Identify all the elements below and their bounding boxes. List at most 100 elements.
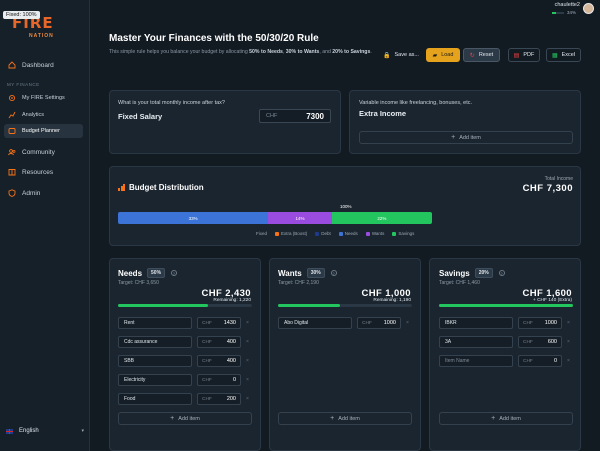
excel-button[interactable]: ▦ Excel xyxy=(546,48,581,62)
legend-label: Debt xyxy=(321,231,331,236)
savings-item-name-input[interactable]: 3A xyxy=(439,336,513,348)
savings-title: Savings xyxy=(439,268,470,278)
wants-remaining: Remaining: 1,190 xyxy=(373,298,411,303)
needs-progress-fill xyxy=(118,304,208,307)
savings-pct-badge: 20% xyxy=(474,268,493,278)
sidebar-item-dashboard[interactable]: Dashboard xyxy=(4,58,83,72)
sidebar-item-budget-planner[interactable]: Budget Planner xyxy=(4,124,83,138)
wants-item-amount-input[interactable]: CHF 1000 xyxy=(357,317,401,329)
excel-label: Excel xyxy=(561,52,576,58)
load-button[interactable]: ▰ Load xyxy=(426,48,460,62)
savings-item-name-input[interactable]: Item Name xyxy=(439,355,513,367)
currency-label: CHF xyxy=(523,339,533,345)
analytics-icon xyxy=(8,111,16,119)
sidebar-item-fire-settings[interactable]: My FIRE Settings xyxy=(4,91,83,105)
legend-label: Fixed xyxy=(256,231,268,236)
pdf-label: PDF xyxy=(523,52,535,58)
needs-item-name-input[interactable]: Cdc assurance xyxy=(118,336,192,348)
amount-value: 200 xyxy=(226,396,236,402)
sidebar-item-community[interactable]: Community xyxy=(4,145,83,159)
distribution-total-pct: 100% xyxy=(340,204,352,209)
user-menu[interactable]: chaulette2 34% xyxy=(534,2,594,18)
distribution-bar: 33% 14% 22% xyxy=(118,212,432,224)
legend-swatch xyxy=(365,231,370,236)
delete-icon[interactable]: × xyxy=(246,339,249,345)
add-extra-income-button[interactable]: + Add item xyxy=(359,131,573,144)
needs-item-name-input[interactable]: SBB xyxy=(118,355,192,367)
plus-icon: + xyxy=(451,134,456,141)
needs-item-name-input[interactable]: Electricity xyxy=(118,374,192,386)
needs-card xyxy=(109,258,261,451)
needs-item-amount-input[interactable]: CHF 200 xyxy=(197,393,241,405)
desc-sep: , xyxy=(282,49,286,55)
pdf-button[interactable]: ▤ PDF xyxy=(508,48,540,62)
sidebar-item-admin[interactable]: Admin xyxy=(4,186,83,200)
reset-button[interactable]: ↻ Reset xyxy=(463,48,500,62)
load-button-wrap: ▰ Load xyxy=(426,48,460,62)
pdf-button-wrap: ▤ PDF xyxy=(508,48,540,62)
needs-item-amount-input[interactable]: CHF 400 xyxy=(197,355,241,367)
info-icon[interactable]: ? xyxy=(171,270,178,276)
info-icon[interactable]: ? xyxy=(498,270,505,276)
savings-item-amount-input[interactable]: CHF 600 xyxy=(518,336,562,348)
savings-card xyxy=(429,258,581,451)
savings-item-amount-input[interactable]: CHF 0 xyxy=(518,355,562,367)
delete-icon[interactable]: × xyxy=(246,396,249,402)
needs-item-amount-input[interactable]: CHF 400 xyxy=(197,336,241,348)
wants-progress xyxy=(278,304,412,307)
savings-progress-fill xyxy=(439,304,573,307)
load-label: Load xyxy=(441,52,454,58)
avatar[interactable] xyxy=(583,3,594,14)
sidebar: Fixed: 100% FIRE NATION Dashboard MY FIN… xyxy=(0,0,90,451)
delete-icon[interactable]: × xyxy=(567,320,570,326)
book-icon xyxy=(8,168,16,176)
sidebar-item-resources[interactable]: Resources xyxy=(4,165,83,179)
sidebar-item-label: My FIRE Settings xyxy=(22,95,65,101)
info-icon[interactable]: ? xyxy=(330,270,337,276)
currency-label: CHF xyxy=(202,320,212,326)
legend-swatch xyxy=(275,231,280,236)
needs-item-name-input[interactable]: Rent xyxy=(118,317,192,329)
reset-button-wrap: ↻ Reset xyxy=(463,48,500,62)
wants-card xyxy=(269,258,421,451)
fixed-salary-input[interactable]: CHF 7300 xyxy=(259,109,331,123)
fixed-salary-value: 7300 xyxy=(306,111,324,121)
wants-add-item-button[interactable]: + Add item xyxy=(278,412,412,425)
user-progress-bar xyxy=(552,12,564,14)
wants-title: Wants xyxy=(278,268,302,278)
add-item-label: Add item xyxy=(459,134,481,141)
sidebar-item-analytics[interactable]: Analytics xyxy=(4,108,83,122)
save-as-button[interactable]: 🔒 Save as... xyxy=(381,48,421,62)
savings-item-name-input[interactable]: IBKR xyxy=(439,317,513,329)
needs-title: Needs xyxy=(118,268,143,278)
folder-icon: ▰ xyxy=(432,52,438,59)
language-selector[interactable]: English ▾ xyxy=(6,425,84,437)
delete-icon[interactable]: × xyxy=(567,339,570,345)
legend-item: Savings xyxy=(392,231,414,236)
delete-icon[interactable]: × xyxy=(567,358,570,364)
savings-item-amount-input[interactable]: CHF 1000 xyxy=(518,317,562,329)
needs-item-amount-input[interactable]: CHF 1430 xyxy=(197,317,241,329)
delete-icon[interactable]: × xyxy=(246,320,249,326)
needs-add-item-button[interactable]: + Add item xyxy=(118,412,252,425)
savings-add-item-button[interactable]: + Add item xyxy=(439,412,573,425)
lock-icon: 🔒 xyxy=(383,52,391,59)
currency-label: CHF xyxy=(523,320,533,326)
needs-item-name-input[interactable]: Food xyxy=(118,393,192,405)
wants-item-name-input[interactable]: Abo Digital xyxy=(278,317,352,329)
distribution-segment: 22% xyxy=(331,212,432,224)
delete-icon[interactable]: × xyxy=(246,358,249,364)
currency-label: CHF xyxy=(266,113,278,119)
delete-icon[interactable]: × xyxy=(246,377,249,383)
add-item-label: Add item xyxy=(499,415,521,422)
legend-swatch xyxy=(315,231,320,236)
delete-icon[interactable]: × xyxy=(406,320,409,326)
needs-item-amount-input[interactable]: CHF 0 xyxy=(197,374,241,386)
legend-label: Wants xyxy=(371,231,385,236)
needs-remaining: Remaining: 1,220 xyxy=(213,298,251,303)
community-icon xyxy=(8,148,16,156)
desc-savings: 20% to Savings xyxy=(332,49,371,55)
distribution-title: Budget Distribution xyxy=(118,183,204,192)
currency-label: CHF xyxy=(202,396,212,402)
budget-icon xyxy=(8,127,16,135)
